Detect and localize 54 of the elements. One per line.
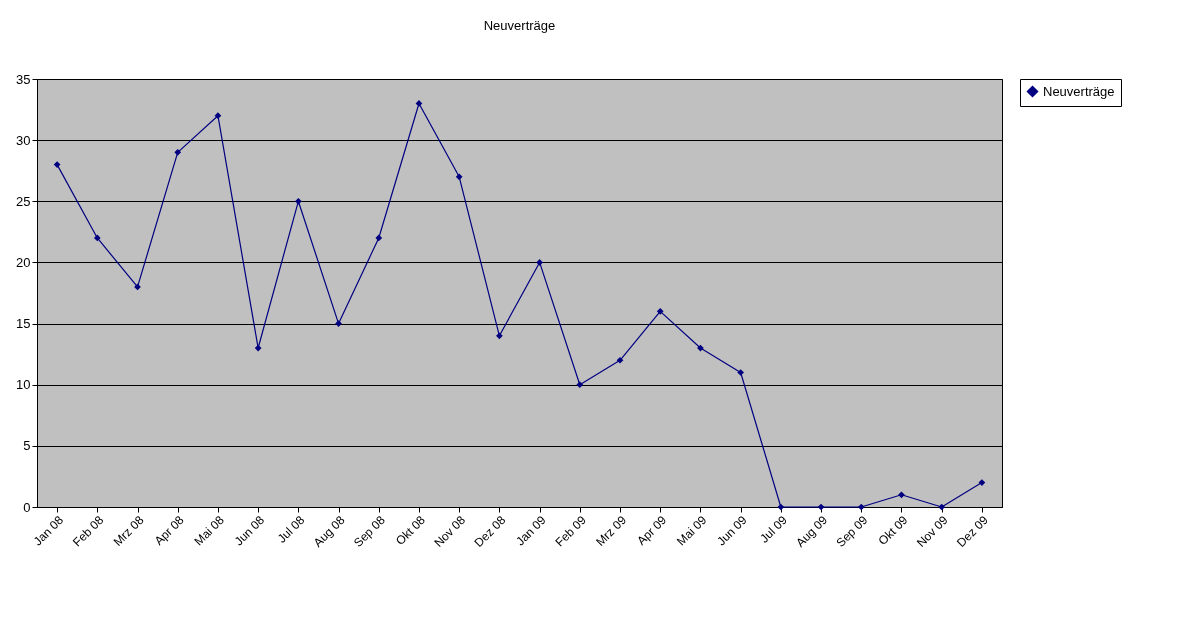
- x-tick-label: Nov 08: [431, 512, 469, 550]
- point: [335, 320, 342, 327]
- legend-label: Neuverträge: [1043, 83, 1115, 99]
- x-tick-label: Nov 09: [913, 512, 951, 550]
- point: [536, 259, 543, 266]
- point: [496, 332, 503, 340]
- point: [938, 503, 946, 511]
- x-tick-label: Sep 08: [350, 512, 388, 550]
- x-tick-label: Jul 09: [757, 512, 791, 546]
- x-tick-label: Okt 09: [875, 512, 911, 548]
- point: [254, 344, 262, 352]
- point: [576, 381, 584, 389]
- x-tick-label: Apr 09: [634, 512, 670, 548]
- y-tick-label: 0: [23, 499, 31, 515]
- x-tick-label: Jan 09: [513, 512, 549, 549]
- point: [53, 161, 61, 168]
- point: [616, 356, 624, 364]
- x-tick-label: Dez 09: [954, 512, 992, 550]
- point: [214, 112, 222, 120]
- y-tick-label: 20: [16, 254, 31, 270]
- x-tick-label: Mai 09: [674, 512, 710, 549]
- x-tick-label: Apr 08: [151, 512, 187, 548]
- y-tick-label: 15: [16, 316, 31, 332]
- point: [898, 491, 905, 499]
- x-tick-label: Okt 08: [393, 512, 429, 548]
- point: [817, 503, 825, 511]
- point: [375, 234, 383, 242]
- x-tick-label: Jul 08: [274, 512, 308, 546]
- x-tick-label: Mrz 09: [593, 512, 630, 549]
- x-tick-label: Jun 09: [714, 512, 750, 549]
- x-tick-label: Aug 09: [793, 512, 831, 550]
- chart-title: Neuverträge: [483, 18, 556, 33]
- point: [777, 503, 785, 511]
- point: [455, 173, 463, 181]
- y-tick-label: 25: [16, 193, 31, 209]
- point: [295, 197, 302, 205]
- x-tick-label: Dez 08: [471, 512, 509, 550]
- x-tick-label: Aug 08: [310, 512, 348, 550]
- point: [857, 503, 865, 511]
- y-tick-label: 5: [23, 438, 31, 454]
- y-tick-label: 35: [16, 71, 31, 87]
- y-tick-label: 30: [16, 132, 31, 148]
- x-tick-label: Sep 09: [833, 512, 871, 550]
- point: [174, 149, 182, 156]
- x-tick-label: Jun 08: [231, 512, 268, 549]
- x-tick-label: Mrz 08: [110, 512, 147, 549]
- y-tick-label: 10: [16, 377, 31, 393]
- point: [737, 369, 744, 376]
- x-tick-label: Mai 08: [191, 512, 228, 549]
- point: [656, 307, 664, 315]
- x-tick-label: Jan 08: [30, 512, 67, 549]
- x-tick-label: Feb 08: [69, 512, 107, 550]
- point: [93, 234, 101, 242]
- x-tick-label: Feb 09: [552, 512, 590, 550]
